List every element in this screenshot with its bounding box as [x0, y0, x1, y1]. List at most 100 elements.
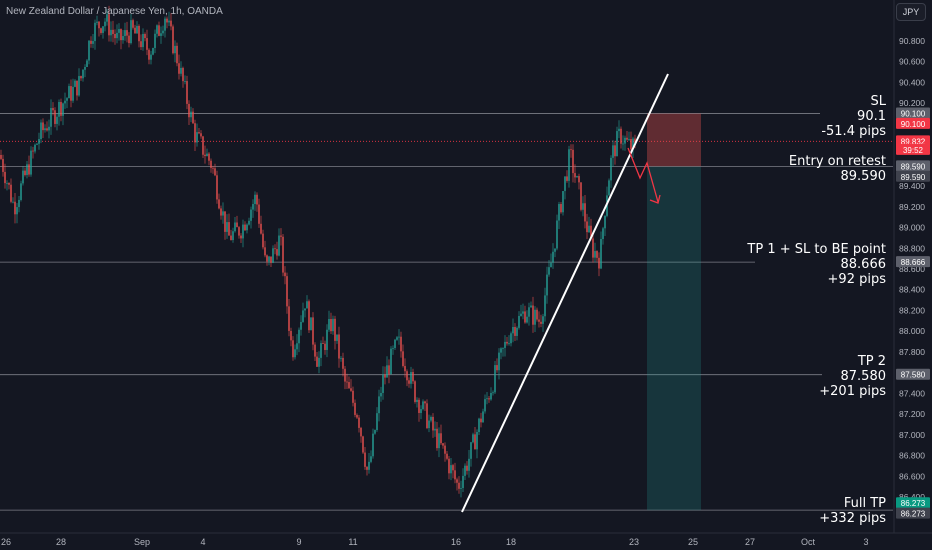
candle-body — [38, 139, 40, 144]
candle-body — [554, 248, 556, 252]
candle-body — [44, 128, 46, 131]
candle-body — [62, 103, 64, 116]
candle-body — [278, 235, 280, 256]
full-tp-annotation: Full TP +332 pips — [819, 496, 886, 526]
price-label-text: 39:52 — [903, 146, 924, 155]
candle-body — [106, 14, 108, 22]
candle-body — [132, 20, 134, 28]
candle-body — [286, 276, 288, 307]
candle-body — [72, 86, 74, 101]
tp1-pips: +92 pips — [827, 272, 886, 287]
candle-body — [66, 98, 68, 101]
candle-body — [276, 249, 278, 256]
price-tick-label: 88.400 — [899, 285, 925, 295]
candle-body — [410, 372, 412, 384]
candle-body — [356, 414, 358, 418]
candle-body — [80, 76, 82, 79]
candle-body — [466, 465, 468, 471]
candle-body — [280, 235, 282, 237]
tp2-pips: +201 pips — [819, 384, 886, 399]
candle-body — [22, 170, 24, 184]
candle-body — [590, 225, 592, 239]
candle-body — [582, 203, 584, 210]
candle-body — [518, 315, 520, 328]
candle-body — [506, 341, 508, 344]
candle-body — [56, 116, 58, 124]
candle-body — [228, 222, 230, 236]
price-tick-label: 88.800 — [899, 243, 925, 253]
price-label-text: 86.273 — [901, 499, 926, 508]
candle-body — [544, 295, 546, 317]
candle-body — [358, 417, 360, 428]
price-label-badge — [896, 160, 930, 172]
candles-group — [0, 5, 636, 498]
candle-body — [360, 427, 362, 437]
candle-body — [388, 365, 390, 375]
candle-body — [370, 456, 372, 462]
candle-body — [84, 67, 86, 70]
candle-body — [406, 371, 408, 381]
candle-body — [144, 34, 146, 39]
candle-body — [530, 305, 532, 308]
candle-body — [46, 128, 48, 131]
candle-body — [366, 466, 368, 470]
candle-body — [342, 357, 344, 369]
candle-body — [150, 54, 152, 60]
candle-body — [50, 108, 52, 127]
candle-body — [552, 251, 554, 263]
candle-body — [170, 20, 172, 27]
price-tick-label: 86.600 — [899, 471, 925, 481]
candle-body — [538, 319, 540, 322]
candle-body — [246, 224, 248, 231]
time-tick-label: 4 — [200, 537, 205, 547]
candle-body — [522, 311, 524, 314]
candle-body — [578, 176, 580, 183]
candle-body — [42, 122, 44, 131]
candle-body — [572, 149, 574, 174]
candle-body — [472, 434, 474, 443]
price-tick-label: 87.200 — [899, 409, 925, 419]
candle-body — [122, 36, 124, 41]
candle-body — [88, 40, 90, 61]
currency-button[interactable]: JPY — [896, 3, 926, 21]
price-tick-label: 87.400 — [899, 388, 925, 398]
candle-body — [244, 224, 246, 231]
candle-body — [614, 145, 616, 157]
candle-body — [562, 191, 564, 213]
candle-body — [192, 111, 194, 124]
candle-body — [308, 301, 310, 331]
candle-body — [156, 25, 158, 34]
candle-body — [166, 18, 168, 23]
candle-body — [338, 334, 340, 359]
candle-body — [584, 203, 586, 222]
price-label-text: 89.832 — [901, 137, 926, 146]
candle-body — [188, 103, 190, 118]
candle-body — [36, 143, 38, 145]
candle-body — [138, 25, 140, 42]
price-label-badge — [896, 507, 930, 519]
candle-body — [478, 418, 480, 433]
candle-body — [586, 221, 588, 233]
candle-body — [158, 25, 160, 36]
projection-path — [627, 147, 659, 203]
price-tick-label: 88.000 — [899, 326, 925, 336]
candle-body — [618, 128, 620, 132]
candle-body — [494, 365, 496, 393]
candle-body — [354, 402, 356, 415]
candle-body — [74, 80, 76, 87]
candle-body — [12, 201, 14, 203]
candle-body — [508, 343, 510, 345]
candle-body — [274, 248, 276, 250]
candle-body — [210, 160, 212, 168]
candle-body — [164, 18, 166, 31]
candle-body — [630, 139, 632, 150]
candle-body — [526, 316, 528, 323]
candle-body — [432, 416, 434, 431]
candle-body — [136, 25, 138, 34]
candle-body — [160, 33, 162, 36]
candle-body — [114, 33, 116, 39]
candle-body — [624, 137, 626, 144]
candle-body — [326, 329, 328, 350]
